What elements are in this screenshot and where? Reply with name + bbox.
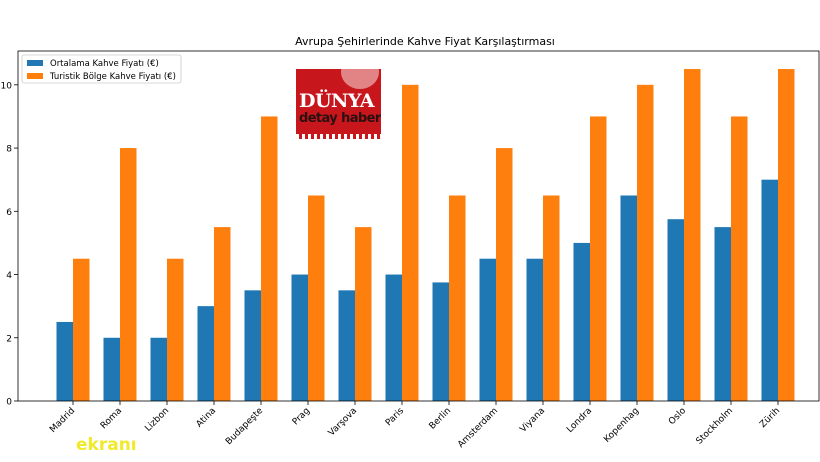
bar-average-11 [573, 242, 590, 401]
bar-tourist-13 [684, 69, 701, 402]
bar-tourist-11 [590, 116, 607, 402]
y-tick-label: 0 [6, 398, 12, 408]
y-tick-label: 10 [1, 81, 13, 91]
bar-average-0 [56, 321, 73, 401]
bar-tourist-15 [778, 69, 795, 402]
x-tick-label: Madrid [48, 406, 77, 435]
bar-average-15 [761, 179, 778, 401]
legend-label: Turistik Bölge Kahve Fiyatı (€) [49, 72, 176, 82]
bar-tourist-6 [355, 227, 372, 401]
x-tick-label: Prag [291, 406, 312, 427]
x-tick-label: Paris [384, 406, 406, 428]
axes-frame [17, 50, 820, 402]
y-tick-label: 4 [6, 271, 12, 281]
x-tick-label: Zürih [758, 406, 782, 430]
x-tick-label: Stockholm [695, 406, 736, 447]
chart-title: Avrupa Şehirlerinde Kahve Fiyat Karşılaş… [295, 35, 555, 48]
bar-average-5 [291, 274, 308, 401]
x-tick-label: Amsterdam [456, 406, 500, 450]
legend-swatch [27, 60, 43, 66]
dunya-logo: DÜNYA detay haber [296, 69, 381, 139]
bar-tourist-1 [120, 148, 137, 401]
bar-tourist-7 [402, 84, 419, 401]
x-tick-label: Budapeşte [224, 406, 265, 447]
bar-average-9 [479, 258, 496, 401]
x-tick-label: Varşova [327, 406, 359, 438]
legend-label: Ortalama Kahve Fiyatı (€) [50, 59, 159, 69]
bar-average-3 [197, 306, 214, 401]
bar-average-14 [714, 227, 731, 401]
legend-swatch [27, 73, 43, 79]
y-tick-label: 2 [6, 334, 12, 344]
bar-tourist-2 [167, 258, 184, 401]
bar-tourist-10 [543, 195, 560, 401]
x-tick-label: Atina [195, 406, 219, 430]
bar-tourist-12 [637, 84, 654, 401]
bar-average-6 [338, 290, 355, 401]
bar-tourist-0 [73, 258, 90, 401]
bar-tourist-5 [308, 195, 325, 401]
legend-box [21, 54, 182, 84]
bar-tourist-9 [496, 148, 513, 401]
x-tick-label: Kopenhag [602, 406, 641, 445]
bar-tourist-14 [731, 116, 748, 402]
x-tick-label: Roma [99, 406, 124, 431]
bar-average-12 [620, 195, 637, 401]
bar-average-4 [244, 290, 261, 401]
y-tick-label: 6 [6, 208, 12, 218]
watermark-logo: ekranı [76, 435, 137, 455]
x-tick-label: Oslo [667, 406, 688, 427]
bar-average-8 [432, 282, 449, 401]
bar-tourist-4 [261, 116, 278, 402]
bar-tourist-8 [449, 195, 466, 401]
x-tick-label: Londra [565, 406, 594, 435]
bar-tourist-3 [214, 227, 231, 401]
bar-average-7 [385, 274, 402, 401]
bar-average-2 [150, 337, 167, 401]
y-tick-label: 8 [6, 145, 12, 155]
x-tick-label: Berlin [428, 406, 454, 432]
bar-average-13 [667, 219, 684, 401]
x-tick-label: Lizbon [143, 406, 171, 434]
bar-average-10 [526, 258, 543, 401]
bar-average-1 [103, 337, 120, 401]
x-tick-label: Viyana [518, 406, 547, 435]
